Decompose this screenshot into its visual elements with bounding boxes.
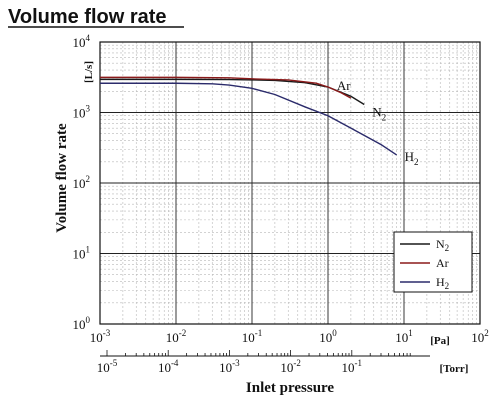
- x-tick-label-pa: 10-1: [242, 328, 263, 345]
- chart-title: Volume flow rate: [8, 6, 167, 28]
- x-tick-label-pa: 102: [471, 328, 489, 345]
- series-layer: N2 Ar H2: [100, 76, 419, 167]
- x-axis-label: Inlet pressure: [246, 380, 335, 396]
- x-tick-label-torr: 10-3: [219, 358, 240, 375]
- x-tick-label-pa: 101: [395, 328, 413, 345]
- series-label-1: Ar: [337, 78, 351, 93]
- x-unit-torr: [Torr]: [440, 363, 469, 375]
- series-label-2: H2: [405, 149, 419, 167]
- plot-frame: [99, 41, 481, 325]
- tick-labels: 10-3 10-2 10-1 100 101 102 10-5 10-4 10-3 10-2 10-…: [73, 33, 489, 375]
- y-axis-label: Volume flow rate: [54, 123, 70, 233]
- x-tick-label-torr: 10-2: [280, 358, 301, 375]
- y-tick-label: 103: [73, 104, 91, 121]
- legend-label-2: H2: [436, 275, 449, 291]
- legend-label-1: Ar: [436, 256, 449, 270]
- legend-label-0: N2: [436, 237, 449, 253]
- legend-box: [393, 231, 473, 293]
- x-unit-pa: [Pa]: [430, 335, 450, 347]
- x-tick-label-torr: 10-4: [158, 358, 179, 375]
- series-line-2: [100, 82, 398, 156]
- series-label-0: N2: [372, 104, 386, 122]
- y-tick-label: 104: [73, 33, 91, 50]
- y-tick-label: 100: [73, 315, 91, 332]
- x-tick-label-pa: 10-2: [166, 328, 187, 345]
- series-line-1: [100, 76, 352, 99]
- x-tick-label-pa: 100: [319, 328, 337, 345]
- y-tick-label: 102: [73, 174, 91, 191]
- x-tick-label-torr: 10-1: [342, 358, 363, 375]
- y-unit-label: [L/s]: [83, 61, 95, 83]
- x-tick-label-pa: 10-3: [90, 328, 111, 345]
- legend: N2 Ar H2: [393, 231, 473, 293]
- y-tick-label: 101: [73, 245, 91, 262]
- x-tick-label-torr: 10-5: [97, 358, 118, 375]
